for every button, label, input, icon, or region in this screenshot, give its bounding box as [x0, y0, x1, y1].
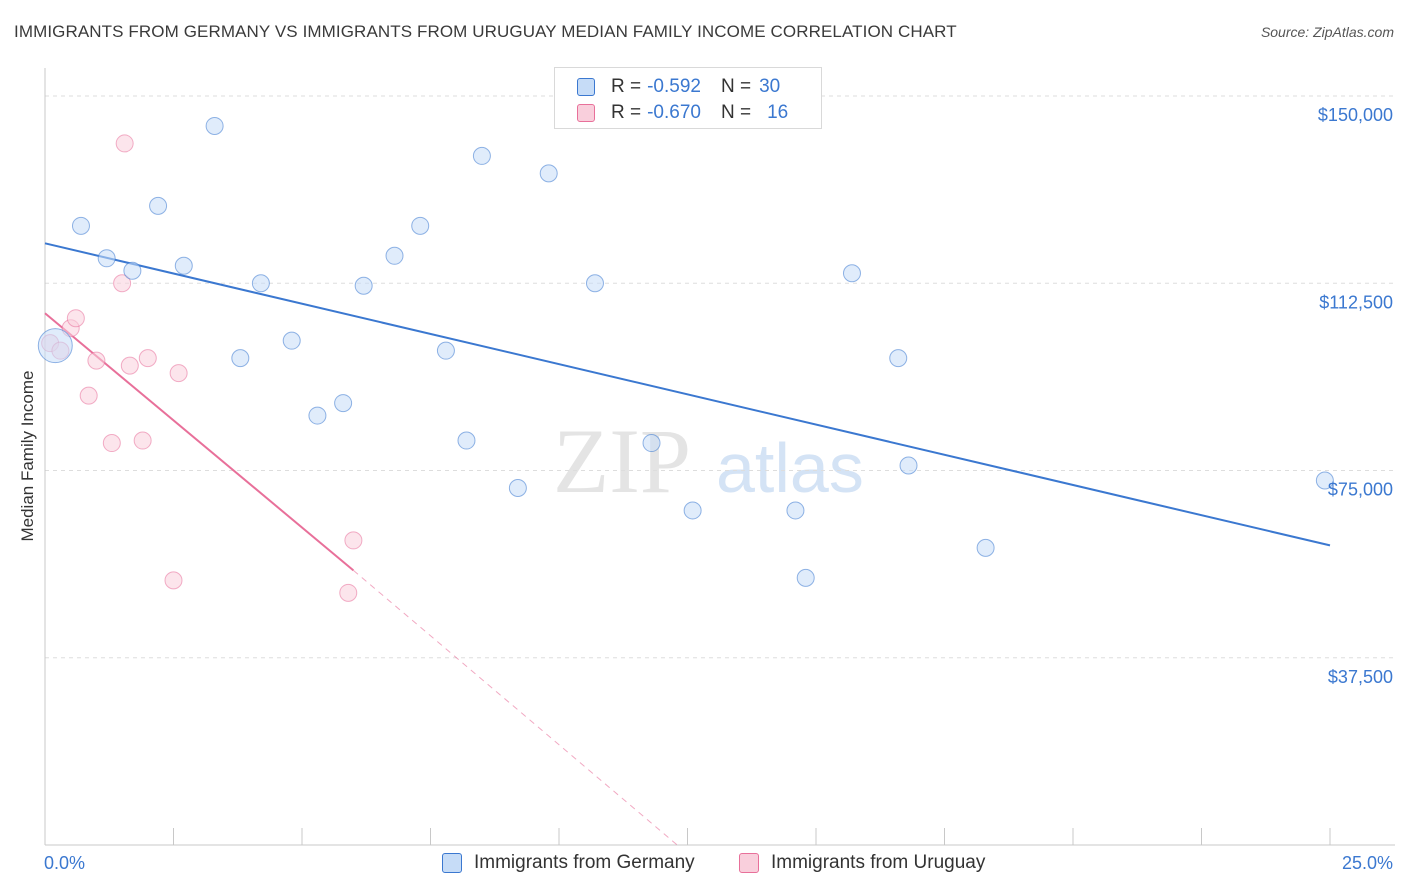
uruguay-swatch: [577, 104, 595, 122]
germany-n-label: N =: [720, 76, 752, 97]
point-germany-10: [308, 406, 327, 425]
germany-swatch: [577, 78, 595, 96]
point-germany-9: [282, 331, 301, 350]
y-tick-label-2: $112,500: [1319, 292, 1393, 312]
point-germany-25: [842, 264, 861, 283]
point-germany-21: [642, 434, 661, 453]
point-germany-12: [354, 276, 373, 295]
point-germany-28: [976, 538, 995, 557]
trend-line-uruguay: [44, 312, 355, 572]
legend-uruguay-swatch: [739, 853, 759, 873]
trend-lines: [44, 242, 1331, 846]
point-germany-11: [334, 394, 353, 413]
point-germany-15: [436, 341, 455, 360]
point-uruguay-13: [169, 364, 188, 383]
point-germany-7: [231, 349, 250, 368]
uruguay-r-label: R =: [611, 102, 642, 123]
point-germany-18: [508, 478, 527, 497]
point-germany-0: [37, 328, 73, 364]
point-germany-20: [585, 274, 604, 293]
chart-legend: Immigrants from Germany Immigrants from …: [0, 852, 1406, 878]
point-uruguay-10: [133, 431, 152, 450]
data-points: [37, 116, 1334, 602]
uruguay-r-value: -0.670: [647, 102, 701, 123]
germany-n-value: 30: [759, 76, 781, 97]
point-uruguay-4: [79, 386, 98, 405]
watermark-zip: ZIP: [553, 410, 691, 512]
uruguay-n-value: 16: [767, 102, 789, 123]
axes: [44, 68, 1395, 846]
point-uruguay-15: [344, 531, 363, 550]
x-tick-labels: 0.0% 25.0%: [44, 853, 1393, 873]
point-germany-29: [1315, 471, 1334, 490]
point-uruguay-11: [138, 349, 157, 368]
y-tick-label-0: $37,500: [1328, 667, 1393, 687]
point-uruguay-14: [339, 583, 358, 602]
legend-item-uruguay[interactable]: Immigrants from Uruguay: [739, 852, 985, 874]
legend-item-germany[interactable]: Immigrants from Germany: [442, 852, 695, 874]
point-uruguay-12: [164, 571, 183, 590]
legend-uruguay-label: Immigrants from Uruguay: [771, 852, 986, 873]
germany-r-label: R =: [611, 76, 642, 97]
point-germany-24: [796, 568, 815, 587]
point-germany-27: [899, 456, 918, 475]
point-uruguay-8: [115, 134, 134, 153]
y-tick-label-3: $150,000: [1318, 105, 1393, 125]
y-tick-labels: $37,500 $75,000 $112,500 $150,000: [1318, 105, 1393, 687]
legend-germany-swatch: [442, 853, 462, 873]
point-germany-26: [889, 349, 908, 368]
point-germany-3: [123, 261, 142, 280]
point-germany-8: [251, 274, 270, 293]
point-germany-5: [174, 256, 193, 275]
watermark: ZIP atlas: [553, 410, 864, 512]
point-germany-23: [786, 501, 805, 520]
stats-row-uruguay: R = -0.670 N = 16: [577, 101, 789, 125]
point-germany-1: [71, 216, 90, 235]
point-uruguay-6: [102, 434, 121, 453]
point-germany-17: [472, 146, 491, 165]
point-uruguay-9: [120, 356, 139, 375]
point-germany-19: [539, 164, 558, 183]
legend-germany-label: Immigrants from Germany: [474, 852, 695, 873]
point-germany-16: [457, 431, 476, 450]
point-uruguay-7: [113, 274, 132, 293]
point-uruguay-5: [87, 351, 106, 370]
trend-line-germany: [44, 242, 1331, 547]
uruguay-n-label: N =: [720, 102, 752, 123]
source-credit: Source: ZipAtlas.com: [1260, 24, 1394, 40]
y-tick-label-1: $75,000: [1328, 480, 1393, 500]
point-uruguay-3: [66, 309, 85, 328]
germany-r-value: -0.592: [647, 76, 701, 97]
point-germany-4: [149, 196, 168, 215]
correlation-stats-box: R = -0.592 N = 30 R = -0.670 N = 16: [554, 67, 822, 129]
x-tick-label-max: 25.0%: [1342, 853, 1393, 873]
point-germany-6: [205, 116, 224, 135]
stats-row-germany: R = -0.592 N = 30: [577, 75, 781, 99]
point-germany-13: [385, 246, 404, 265]
watermark-atlas: atlas: [716, 429, 864, 507]
grid: [45, 95, 1395, 659]
point-germany-2: [97, 249, 116, 268]
chart-title: IMMIGRANTS FROM GERMANY VS IMMIGRANTS FR…: [14, 22, 957, 41]
trend-line-uruguay-extension: [353, 569, 678, 846]
point-germany-22: [683, 501, 702, 520]
x-tick-label-min: 0.0%: [44, 853, 85, 873]
point-germany-14: [411, 216, 430, 235]
